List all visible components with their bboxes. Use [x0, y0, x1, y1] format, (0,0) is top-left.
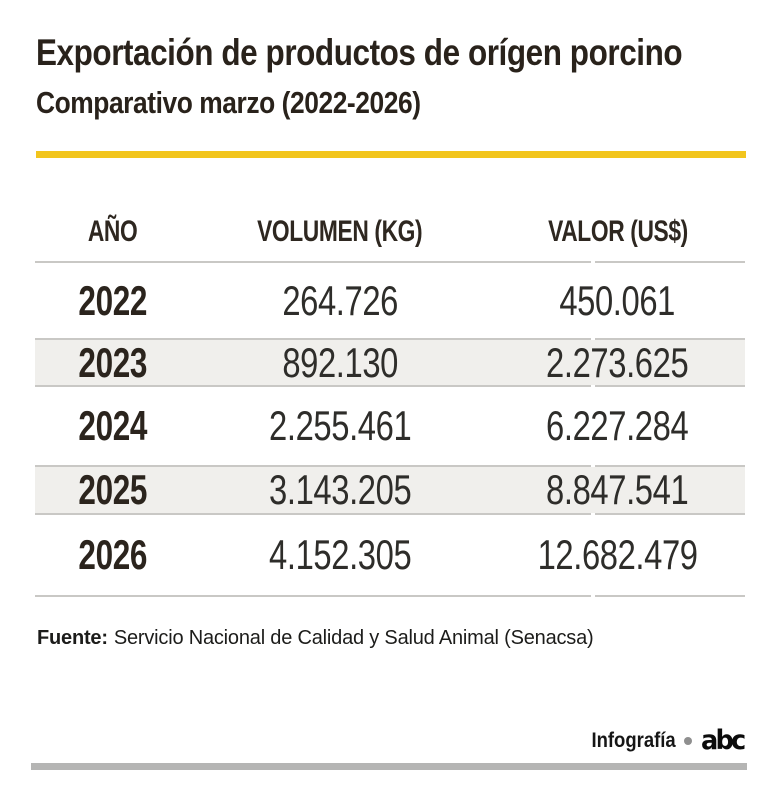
value-cell: 8.847.541 [546, 466, 689, 513]
source-label: Fuente: [37, 627, 108, 649]
accent-rule [36, 151, 746, 158]
row-divider [35, 513, 745, 515]
volume-cell: 264.726 [282, 276, 398, 324]
table-header-row: AÑO VOLUMEN (KG) VALOR (US$) [35, 203, 745, 261]
volume-cell: 4.152.305 [268, 531, 412, 578]
value-cell: 6.227.284 [546, 402, 689, 449]
credit-label: Infografía [591, 729, 676, 752]
year-cell: 2024 [78, 402, 147, 449]
credit-block: Infografía abc [580, 725, 746, 756]
page-subtitle: Comparativo marzo (2022-2026) [36, 84, 770, 122]
value-cell: 12.682.479 [537, 531, 698, 578]
table-row: 2025 3.143.205 8.847.541 [35, 467, 745, 513]
column-header-year: AÑO [87, 215, 138, 248]
volume-cell: 2.255.461 [268, 402, 412, 449]
row-divider [35, 338, 745, 340]
source-line: Fuente: Servicio Nacional de Calidad y Sa… [37, 626, 770, 650]
page-subtitle-text: Comparativo marzo (2022-2026) [36, 85, 421, 120]
value-cell: 2.273.625 [546, 338, 689, 386]
source-text: Servicio Nacional de Calidad y Salud Ani… [113, 627, 594, 649]
table-row: 2022 264.726 450.061 [35, 263, 745, 338]
year-cell: 2026 [78, 531, 147, 578]
year-cell: 2025 [78, 466, 147, 513]
data-table: AÑO VOLUMEN (KG) VALOR (US$) 2022 264.72… [35, 203, 745, 597]
year-cell: 2023 [78, 338, 147, 386]
table-row: 2023 892.130 2.273.625 [35, 340, 745, 385]
table-row: 2026 4.152.305 12.682.479 [35, 515, 745, 595]
bullet-dot-icon [684, 737, 693, 745]
table-row: 2024 2.255.461 6.227.284 [35, 387, 745, 465]
row-divider [35, 261, 745, 263]
year-cell: 2022 [78, 276, 147, 324]
column-header-value: VALOR (US$) [547, 215, 688, 248]
volume-cell: 3.143.205 [268, 466, 412, 513]
volume-cell: 892.130 [282, 338, 398, 386]
bottom-bar [31, 763, 747, 770]
row-divider [35, 385, 745, 387]
page-title-text: Exportación de productos de orígen porci… [36, 32, 683, 73]
page-title: Exportación de productos de orígen porci… [36, 30, 750, 76]
column-header-volume: VOLUMEN (KG) [257, 215, 423, 248]
table-bottom-divider [35, 595, 745, 597]
row-divider [35, 465, 745, 467]
abc-logo: abc [701, 725, 746, 756]
value-cell: 450.061 [559, 276, 676, 324]
